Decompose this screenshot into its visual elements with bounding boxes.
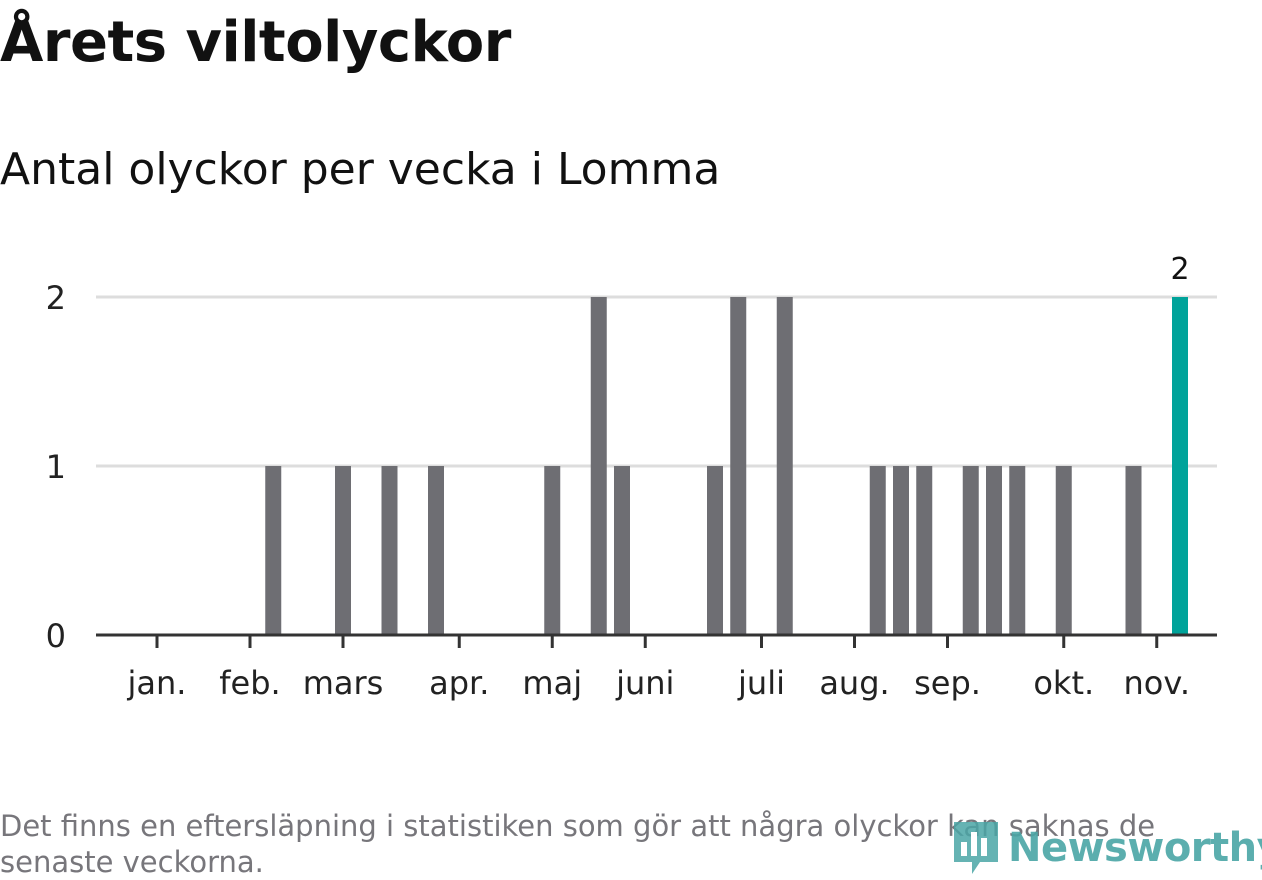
x-tick-label: apr. — [429, 664, 489, 702]
x-tick-label: mars — [303, 664, 384, 702]
x-tick-label: juli — [737, 664, 785, 702]
x-tick-label: feb. — [219, 664, 280, 702]
bar — [544, 466, 561, 635]
x-tick-label: maj — [522, 664, 582, 702]
labels: 0 1 2 2 jan. feb. mars apr. maj juni juli aug. sep. o… — [46, 252, 1190, 702]
bar — [265, 466, 282, 635]
bar — [590, 297, 607, 635]
x-axis — [96, 633, 1217, 648]
bar-chart: 0 1 2 2 jan. feb. mars apr. maj juni juli aug. sep. o… — [46, 252, 1217, 702]
bar — [776, 297, 793, 635]
data-label: 2 — [1170, 252, 1189, 287]
gridlines — [96, 295, 1217, 468]
newsworthy-logo: Newsworthy — [950, 818, 1262, 878]
y-tick-label: 2 — [46, 279, 66, 317]
chart-title: Årets viltolyckor — [0, 10, 511, 75]
footnote: Det finns en eftersläpning i statistiken… — [0, 809, 1156, 879]
y-tick-label: 0 — [46, 617, 66, 655]
bar — [1055, 466, 1072, 635]
bar-highlighted — [1172, 297, 1188, 635]
x-tick-label: juni — [615, 664, 674, 702]
bar — [869, 466, 886, 635]
newsworthy-logo-text: Newsworthy — [1008, 825, 1262, 871]
x-tick-label: jan. — [127, 664, 187, 702]
bar — [428, 466, 444, 635]
newsworthy-logo-icon — [954, 822, 998, 874]
bar — [381, 466, 398, 635]
bar — [1125, 466, 1142, 635]
bar — [707, 466, 723, 635]
bar — [986, 466, 1002, 635]
bar — [614, 466, 630, 635]
bar — [1009, 466, 1026, 635]
x-tick-label: nov. — [1124, 664, 1190, 702]
bar — [916, 466, 933, 635]
chart-subtitle: Antal olyckor per vecka i Lomma — [0, 144, 721, 195]
bar — [962, 466, 979, 635]
x-tick-label: okt. — [1033, 664, 1094, 702]
bars — [265, 297, 1188, 635]
x-tick-label: sep. — [914, 664, 981, 702]
y-tick-label: 1 — [46, 448, 66, 486]
bar — [893, 466, 909, 635]
x-tick-label: aug. — [819, 664, 889, 702]
bar — [730, 297, 747, 635]
bar — [335, 466, 351, 635]
